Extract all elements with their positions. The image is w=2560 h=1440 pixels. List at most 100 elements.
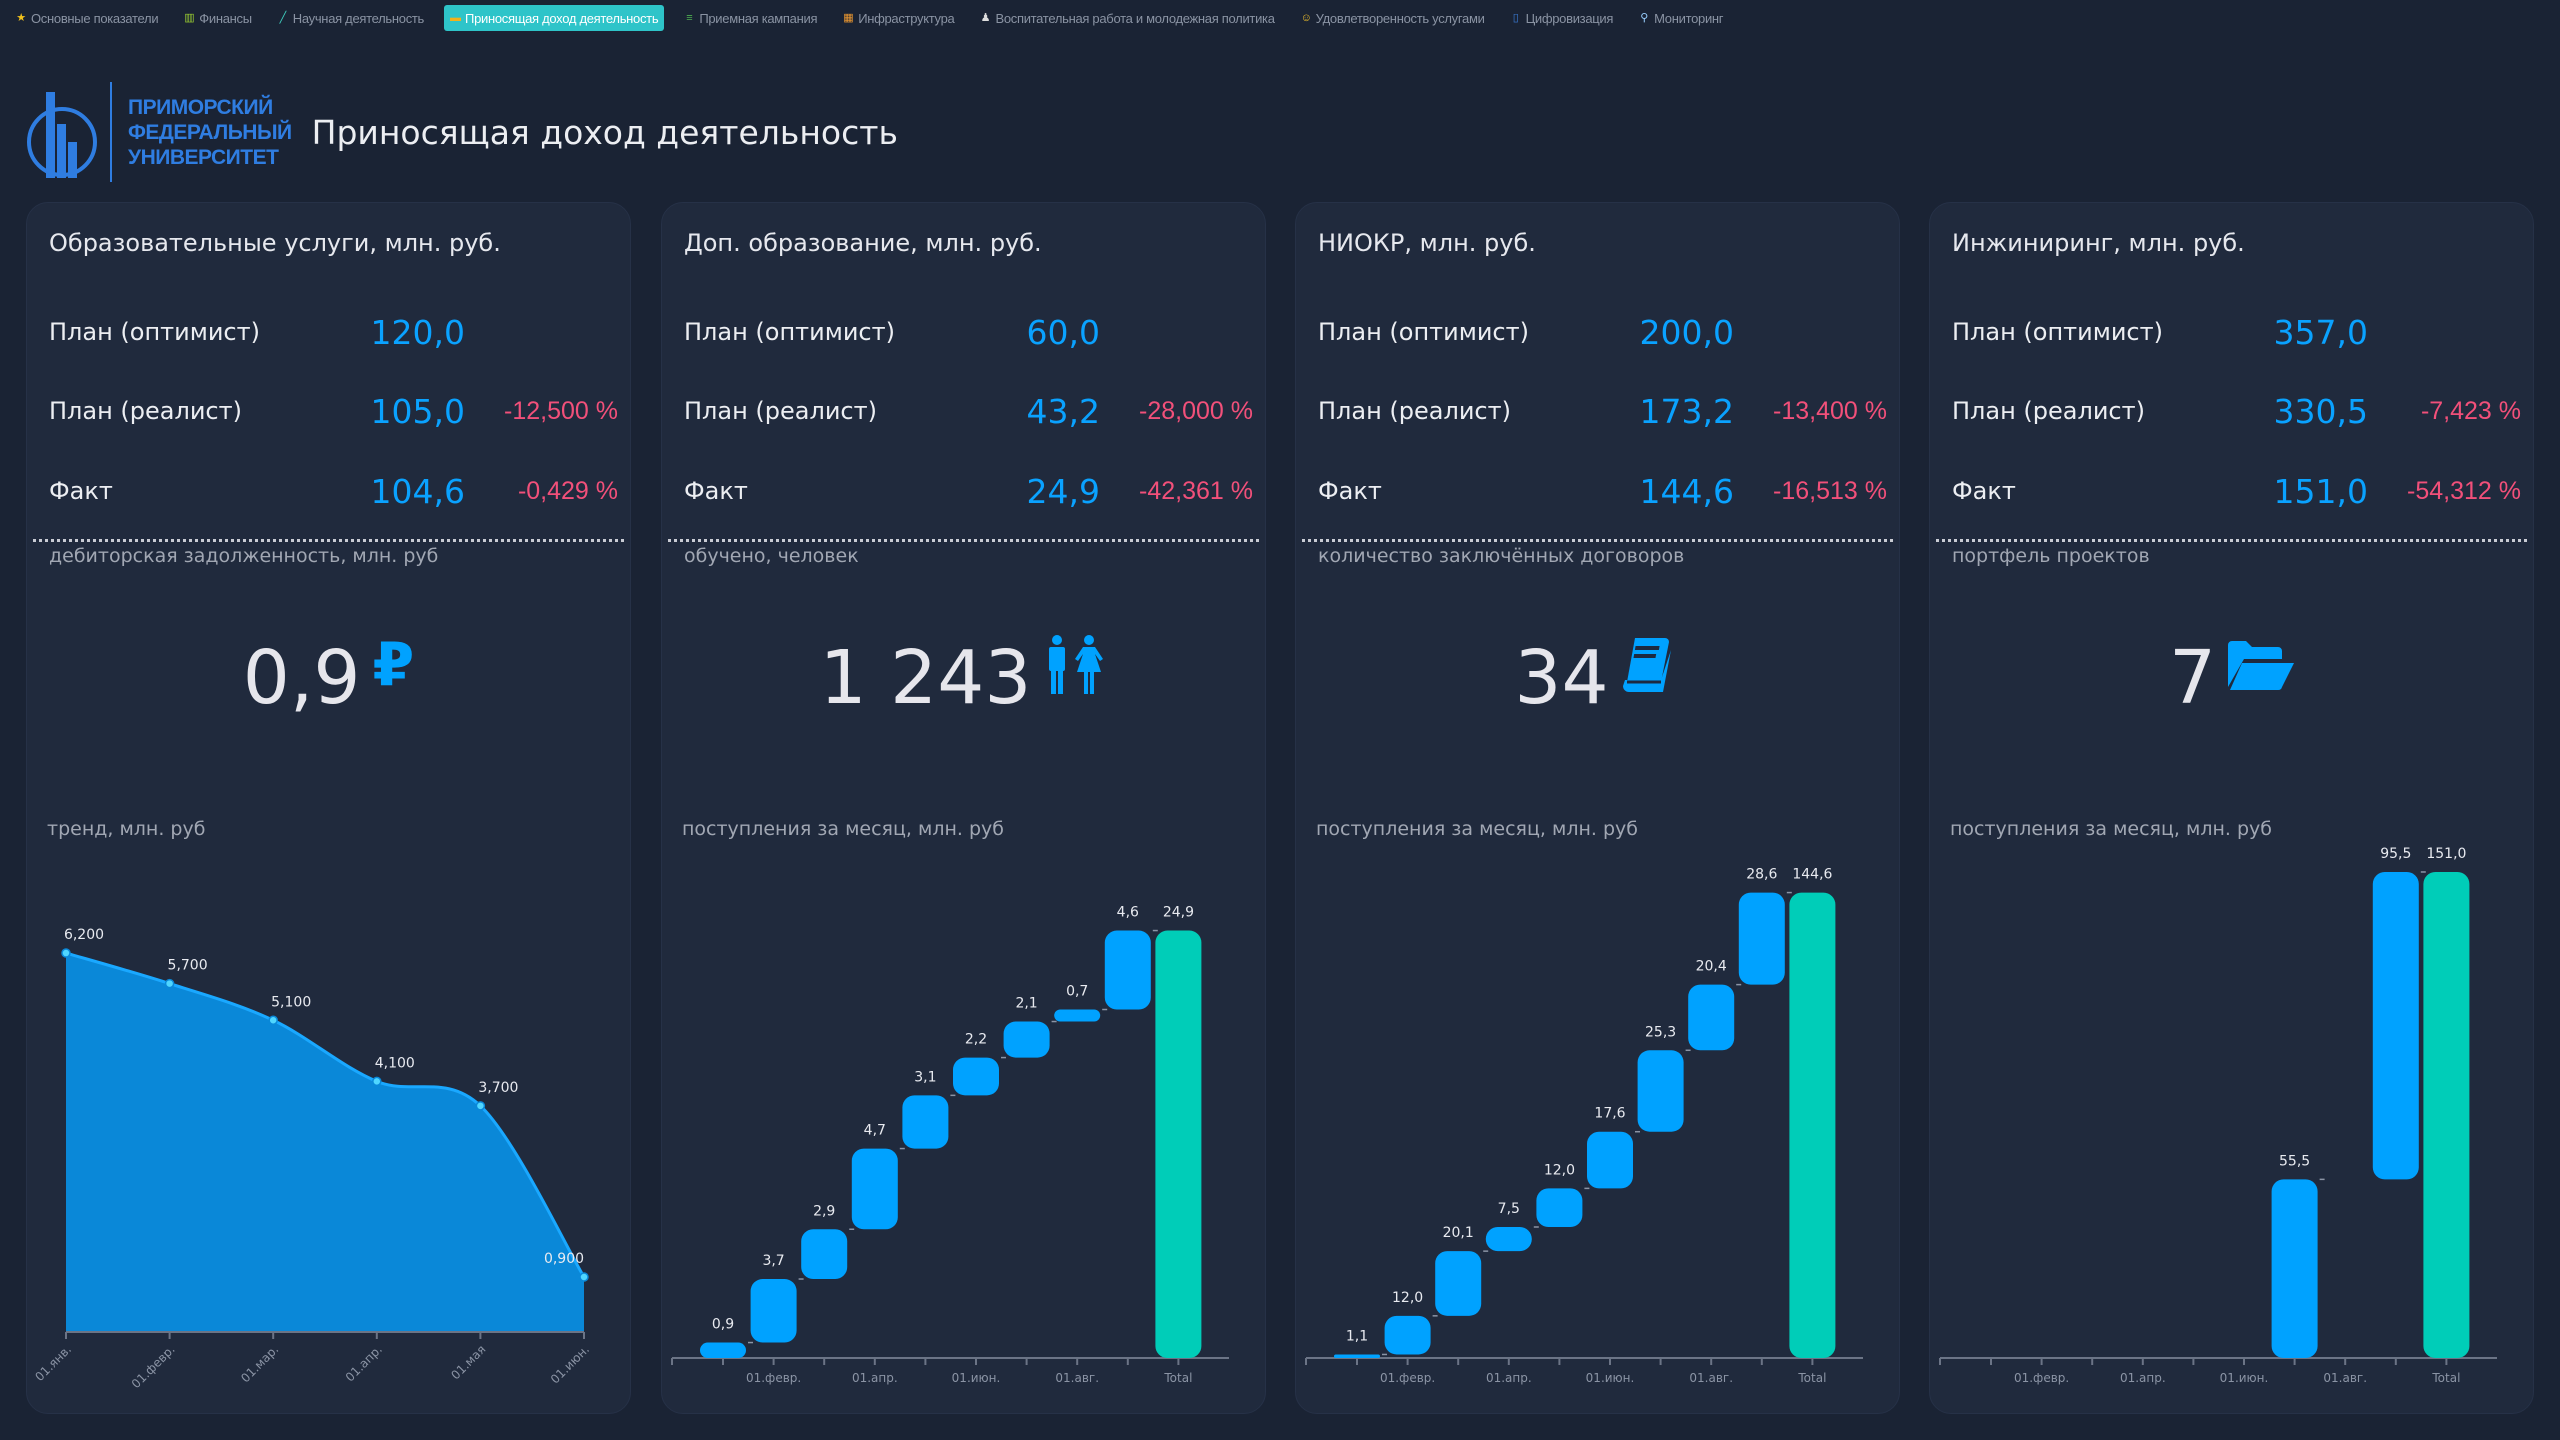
star-icon: ★ [16,11,26,24]
graduate-icon: ♟ [980,11,991,24]
metric-deviation: -28,000 % [1139,396,1253,425]
university-logo-icon [27,92,97,178]
tab-bar: ★ Основные показатели ▥ Финансы ╱ Научная дея… [10,5,1729,31]
kpi-value: 0,9 [242,635,361,721]
kpi: 34 [1296,633,1899,723]
metric-label: Факт [684,477,748,505]
data-label: 20,4 [1696,959,1727,975]
kpi-value: 34 [1514,635,1609,721]
waterfall-bar [2271,1179,2318,1358]
card-1: Образовательные услуги, млн. руб. План (… [26,202,631,1414]
metric-value: 105,0 [370,391,465,431]
metric-label: План (реалист) [1318,397,1511,425]
data-label: 2,2 [965,1032,987,1048]
metric-value: 144,6 [1639,471,1734,511]
x-tick-label: 01.апр. [2120,1371,2166,1385]
tab-4[interactable]: ▬ Приносящая доход деятельность [444,5,665,31]
metric-value: 24,9 [1026,471,1100,511]
chart-label: поступления за месяц, млн. руб [682,818,1004,840]
metric-value: 104,6 [370,471,465,511]
chart: 6,200 01.янв. 5,700 01.февр. 5,100 01.мар. 4,1… [32,927,592,1391]
metric-value: 151,0 [2273,471,2368,511]
waterfall-bar [1738,892,1785,985]
metric-label: План (реалист) [1952,397,2145,425]
data-label: 4,7 [864,1123,886,1139]
page-title: Приносящая доход деятельность [311,112,898,152]
chart-label: поступления за месяц, млн. руб [1316,818,1638,840]
metric-label: План (реалист) [684,397,877,425]
test-tube-icon: ╱ [279,11,287,24]
metric-value: 200,0 [1639,312,1734,352]
tab-3[interactable]: ╱ Научная деятельность [272,5,430,31]
metric-deviation: -12,500 % [504,396,618,425]
data-point [579,1272,589,1282]
waterfall-bar [1536,1188,1583,1227]
x-tick-label: 01.июн. [548,1342,592,1386]
tab-7[interactable]: ♟ Воспитательная работа и молодежная поли… [974,5,1280,31]
metric-label: План (оптимист) [1318,318,1529,346]
tab-9[interactable]: ▯ Цифровизация [1505,5,1620,31]
data-label: 5,100 [271,994,311,1010]
tab-2[interactable]: ▥ Финансы [178,5,257,31]
metric-row: План (оптимист) 200,0 [1318,312,1887,352]
divider [1302,539,1893,542]
waterfall-bar [851,1148,898,1230]
ruble-icon: ₽ [372,630,415,700]
metric-label: Факт [49,477,113,505]
metric-row: План (реалист) 173,2 -13,400 % [1318,391,1887,431]
chart-label: поступления за месяц, млн. руб [1950,818,2272,840]
tab-label: Мониторинг [1654,10,1724,26]
waterfall-bar [1384,1315,1431,1355]
metric-label: Факт [1952,477,2016,505]
chart: 0,9 3,7 2,9 4,7 3,1 2,2 2,1 0,7 4,6 24,9 01.февр. 0… [671,905,1229,1385]
phone-icon: ▯ [1512,11,1519,24]
data-label: 5,700 [168,958,208,974]
tab-5[interactable]: ≡ Приемная кампания [678,5,823,31]
metric-label: План (оптимист) [684,318,895,346]
waterfall-bar [1104,930,1151,1010]
data-label: 2,1 [1015,996,1037,1012]
tab-10[interactable]: ⚲ Мониторинг [1633,5,1729,31]
data-label: 12,0 [1544,1162,1575,1178]
x-tick-label: 01.мая [448,1342,488,1382]
metric-deviation: -54,312 % [2407,476,2521,505]
tab-label: Приносящая доход деятельность [465,10,659,26]
x-tick-label: 01.июн. [952,1371,1001,1385]
data-label: 4,6 [1117,905,1139,921]
card-title: Инжиниринг, млн. руб. [1952,229,2245,257]
waterfall-bar [700,1342,746,1358]
total-bar [1155,930,1202,1358]
x-tick-label: 01.февр. [129,1342,178,1391]
folder-open-icon [2228,641,2295,695]
metric-label: План (реалист) [49,397,242,425]
tab-label: Основные показатели [31,10,159,26]
tab-1[interactable]: ★ Основные показатели [10,5,164,31]
metric-value: 330,5 [2273,391,2368,431]
x-tick-label: 01.апр. [343,1342,385,1384]
data-label: 2,9 [813,1203,835,1219]
card-2: Доп. образование, млн. руб. План (оптими… [661,202,1266,1414]
waterfall-bar [1637,1050,1684,1132]
books-icon: ≡ [686,11,693,24]
tab-6[interactable]: ▦ Инфраструктура [837,5,960,31]
x-tick-label: 01.авг. [1689,1371,1733,1385]
data-label: 55,5 [2279,1153,2310,1169]
tab-label: Удовлетворенность услугами [1315,10,1485,26]
tab-8[interactable]: ☺ Удовлетворенность услугами [1295,5,1491,31]
metric-label: Факт [1318,477,1382,505]
banknote-icon: ▥ [184,11,195,24]
x-tick-label: 01.февр. [2014,1371,2069,1385]
x-tick-label: 01.авг. [2323,1371,2367,1385]
total-bar [1789,892,1836,1358]
divider [1936,539,2527,542]
card-title: НИОКР, млн. руб. [1318,229,1536,257]
waterfall-bar [2372,871,2419,1180]
metric-deviation: -7,423 % [2420,396,2521,425]
metric-value: 43,2 [1026,391,1100,431]
metric-value: 173,2 [1639,391,1734,431]
x-tick-label: 01.июн. [1586,1371,1635,1385]
metric-deviation: -13,400 % [1773,396,1887,425]
metric-row: План (оптимист) 357,0 [1952,312,2521,352]
kpi: 7 [1930,633,2533,723]
waterfall-bar [1003,1021,1050,1058]
